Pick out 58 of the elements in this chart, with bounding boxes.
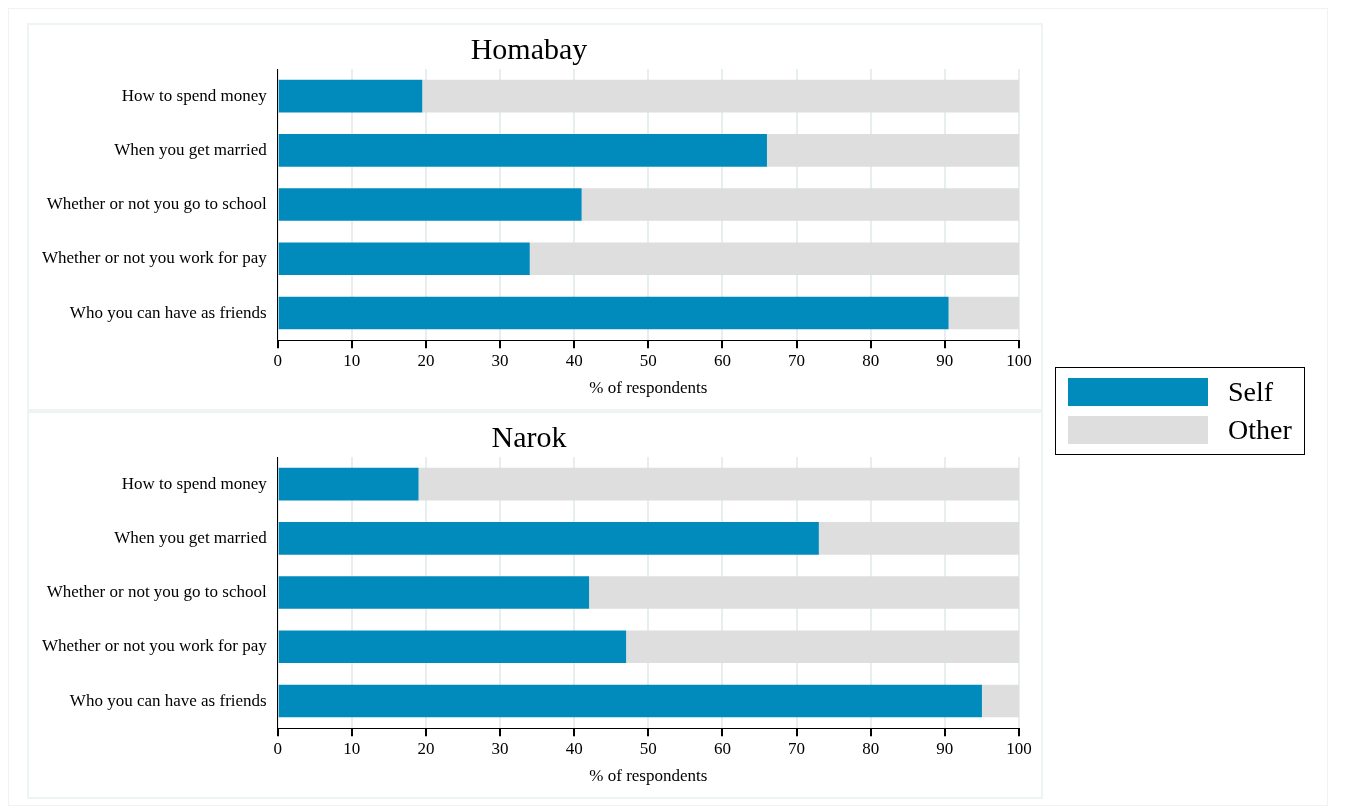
x-axis-title: % of respondents: [589, 378, 708, 398]
x-tick-label: 40: [565, 738, 583, 758]
bar: [766, 134, 1019, 167]
bar: [278, 522, 819, 555]
x-tick-label: 40: [565, 350, 583, 370]
x-tick-label: 20: [417, 738, 435, 758]
x-tick-label: 30: [491, 350, 509, 370]
y-tick-label: How to spend money: [121, 85, 268, 105]
y-tick-label: When you get married: [114, 139, 268, 159]
x-tick-label: 80: [862, 738, 880, 758]
x-tick-label: 80: [862, 350, 880, 370]
y-tick-label: Who you can have as friends: [69, 690, 267, 710]
bar: [278, 188, 582, 221]
bar: [981, 684, 1019, 718]
x-tick-label: 70: [788, 350, 806, 370]
bar: [581, 188, 1019, 221]
chart-title: Homabay: [470, 31, 588, 65]
y-tick-label: How to spend money: [121, 473, 268, 493]
x-tick-label: 20: [417, 350, 435, 370]
y-tick-label: Who you can have as friends: [69, 302, 267, 322]
x-tick-label: 10: [343, 738, 361, 758]
x-tick-label: 0: [273, 350, 282, 370]
x-tick-label: 30: [491, 738, 509, 758]
bar: [418, 467, 1019, 501]
legend-label: Other: [1228, 414, 1292, 446]
bar: [278, 684, 982, 718]
x-tick-label: 70: [788, 738, 806, 758]
x-tick-label: 10: [343, 350, 361, 370]
bar: [278, 296, 949, 330]
legend-label: Self: [1228, 376, 1274, 408]
x-tick-label: 50: [639, 738, 657, 758]
x-tick-label: 0: [273, 738, 282, 758]
bar: [422, 79, 1019, 113]
bar: [278, 576, 590, 609]
x-axis-title: % of respondents: [589, 766, 708, 786]
y-tick-label: Whether or not you go to school: [46, 582, 267, 602]
y-tick-label: When you get married: [114, 527, 268, 547]
bar: [278, 79, 423, 113]
bar: [948, 296, 1019, 330]
x-tick-label: 100: [1006, 738, 1032, 758]
y-tick-label: Whether or not you work for pay: [41, 636, 268, 656]
bar: [278, 242, 530, 276]
bar: [278, 467, 419, 501]
bar: [589, 576, 1019, 609]
x-tick-label: 90: [936, 350, 954, 370]
bar: [278, 630, 627, 664]
chart-title: Narok: [491, 419, 567, 453]
x-tick-label: 60: [713, 350, 731, 370]
y-tick-label: Whether or not you work for pay: [41, 248, 268, 268]
x-tick-label: 100: [1006, 350, 1032, 370]
x-tick-label: 60: [713, 738, 731, 758]
bar: [626, 630, 1019, 664]
x-tick-label: 90: [936, 738, 954, 758]
x-tick-label: 50: [639, 350, 657, 370]
bar: [818, 522, 1019, 555]
bar: [278, 134, 767, 167]
bar: [529, 242, 1019, 276]
y-tick-label: Whether or not you go to school: [46, 194, 267, 214]
